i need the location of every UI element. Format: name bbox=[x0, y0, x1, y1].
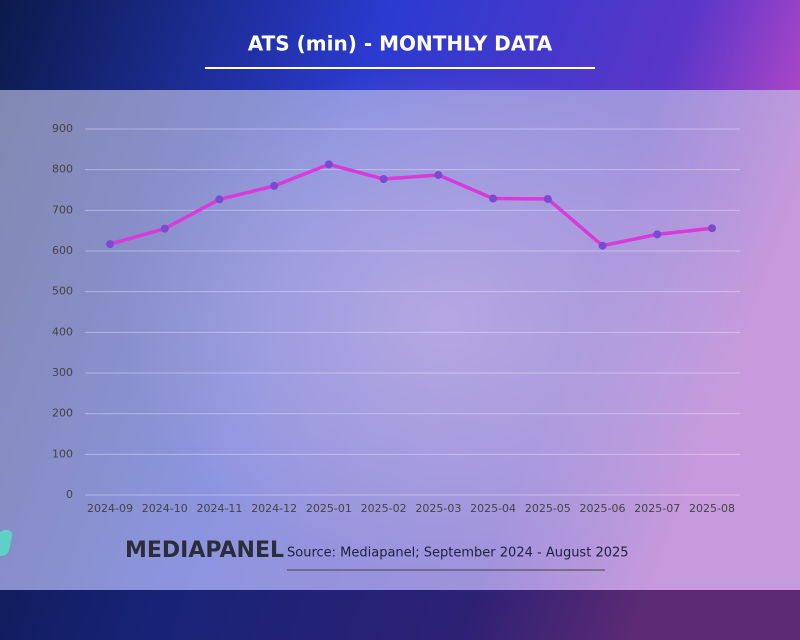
y-tick-label: 700 bbox=[52, 203, 73, 216]
marker bbox=[434, 170, 443, 179]
marker bbox=[215, 195, 224, 204]
y-tick-label: 500 bbox=[52, 285, 73, 298]
logo bbox=[0, 530, 13, 556]
bottom-band bbox=[0, 590, 800, 640]
x-tick-label: 2025-06 bbox=[580, 502, 626, 515]
y-tick-label: 0 bbox=[66, 488, 73, 501]
brand: MEDIAPANEL bbox=[125, 538, 284, 563]
x-tick-label: 2025-01 bbox=[306, 502, 352, 515]
panel bbox=[0, 90, 800, 590]
x-tick-label: 2025-05 bbox=[525, 502, 571, 515]
y-tick-label: 400 bbox=[52, 325, 73, 338]
x-tick-label: 2024-11 bbox=[196, 502, 242, 515]
marker bbox=[598, 241, 607, 250]
marker bbox=[489, 194, 498, 203]
marker bbox=[324, 160, 333, 169]
marker bbox=[379, 175, 388, 184]
y-tick-label: 600 bbox=[52, 244, 73, 257]
y-tick-label: 200 bbox=[52, 407, 73, 420]
chart-title: ATS (min) - MONTHLY DATA bbox=[248, 32, 553, 56]
logo-mark bbox=[0, 530, 13, 556]
x-tick-label: 2025-08 bbox=[689, 502, 735, 515]
marker bbox=[653, 230, 662, 239]
x-tick-label: 2024-10 bbox=[142, 502, 188, 515]
line bbox=[109, 162, 713, 248]
marker bbox=[708, 224, 716, 233]
y-tick-label: 300 bbox=[52, 366, 73, 379]
y-tick-label: 800 bbox=[52, 163, 73, 176]
x-tick-label: 2024-12 bbox=[251, 502, 297, 515]
x-tick-label: 2025-07 bbox=[634, 502, 680, 515]
y-tick-label: 900 bbox=[52, 122, 73, 135]
marker bbox=[270, 181, 279, 190]
x-tick-label: 2025-02 bbox=[361, 502, 407, 515]
y-tick-label: 100 bbox=[52, 447, 73, 460]
x-tick-label: 2025-03 bbox=[415, 502, 461, 515]
source: Source: Mediapanel; September 2024 - Aug… bbox=[287, 546, 629, 561]
x-tick-label: 2025-04 bbox=[470, 502, 516, 515]
x-tick-label: 2024-09 bbox=[87, 502, 133, 515]
marker bbox=[160, 224, 169, 233]
marker bbox=[543, 194, 552, 203]
marker bbox=[106, 240, 114, 249]
